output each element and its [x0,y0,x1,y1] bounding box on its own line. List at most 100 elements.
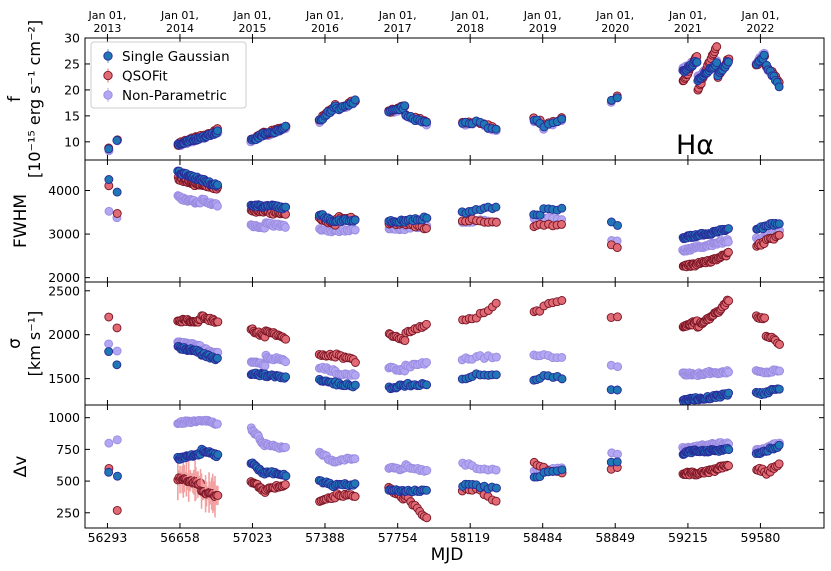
data-point [724,461,733,471]
y-tick-label: 10 [64,134,80,149]
legend[interactable]: Single Gaussian QSOFit Non-Parametric [90,41,247,109]
data-point [350,454,360,464]
series-non-parametric [104,415,784,476]
data-point [774,440,784,450]
data-point [280,480,290,490]
data-point [723,237,733,247]
x-tick-label: 58119 [450,530,490,545]
top-tick-label-line1: Jan 01, [595,9,634,22]
data-point [724,445,734,455]
data-point [612,93,622,103]
data-point [557,219,566,229]
data-point [350,358,360,367]
legend-entry[interactable]: QSOFit [103,68,168,85]
data-point [112,346,122,356]
legend-label: QSOFit [122,69,168,85]
data-point [281,334,291,344]
data-point [350,95,360,105]
y-axis-unit-label: [10⁻¹⁵ erg s⁻¹ cm⁻²] [25,20,44,178]
legend-entry[interactable]: Single Gaussian [103,49,230,65]
data-point [613,362,623,372]
data-point [613,220,623,230]
data-point [104,339,114,349]
data-point [774,384,784,394]
top-tick-label-line2: 2014 [166,22,194,35]
data-points [104,166,785,272]
top-tick-label-line2: 2015 [238,22,266,35]
data-point [724,296,734,306]
panel-flux: 10 15 20 25 30 f [10⁻¹⁵ erg s⁻¹ cm⁻²] Hα [5,20,825,178]
y-axis-unit-label: [km s⁻¹] [25,311,44,377]
data-point [557,374,567,384]
data-point [557,114,567,124]
data-point [112,505,122,515]
y-tick-label: 750 [56,442,80,457]
data-point [350,370,360,380]
top-tick-label-line2: 2020 [601,22,629,35]
data-point [422,117,432,127]
series-single-gaussian [104,341,784,405]
data-point [112,435,122,445]
top-tick-label-line2: 2017 [384,22,412,35]
panel-sigma: 1500 2000 2500 σ [km s⁻¹] [5,281,825,406]
y-tick-label: 30 [64,31,80,46]
data-point [213,126,223,136]
data-point [104,347,114,357]
data-point [400,101,410,111]
y-axis-label: Δv [11,456,31,478]
data-point [491,202,501,212]
y-tick-label: 15 [64,108,80,123]
data-point [112,136,122,145]
x-tick-label: 57023 [233,530,273,545]
data-point [422,466,432,475]
data-point [422,513,432,523]
data-point [212,201,222,211]
data-point [422,213,432,223]
legend-entry[interactable]: Non-Parametric [103,88,227,104]
data-point [112,209,122,218]
data-point [421,223,431,233]
top-tick-label-line2: 2021 [674,22,702,35]
data-point [350,225,360,235]
top-tick-label-line1: Jan 01, [305,9,344,22]
data-point [104,312,114,322]
data-point [492,483,501,493]
data-point [557,465,567,475]
top-tick-label-line2: 2016 [311,22,339,35]
y-tick-label: 2000 [48,270,80,285]
data-point [775,340,784,349]
data-point [104,467,114,477]
top-tick-label-line1: Jan 01, [378,9,417,22]
y-axis-label: FWHM [11,194,31,248]
top-tick-label-line2: 2019 [529,22,557,35]
legend-label: Single Gaussian [122,49,230,65]
data-point [557,353,567,362]
y-axis-label: σ [5,338,25,349]
data-point [724,247,733,257]
top-tick-label-line1: Jan 01, [160,9,199,22]
x-tick-label: 59215 [668,530,708,545]
series-single-gaussian [104,166,784,244]
x-tick-label: 59580 [741,530,781,545]
panel-dv: 250 500 750 1000 Δv [11,404,825,529]
data-point [350,215,360,225]
data-point [422,357,432,367]
series-single-gaussian [104,50,784,154]
x-axis-label: MJD [431,545,464,565]
data-point [613,449,622,459]
data-point [724,388,734,398]
data-point [612,385,622,395]
data-point [104,175,114,184]
data-point [213,317,223,327]
y-tick-label: 2000 [48,327,80,342]
data-point [212,353,222,363]
data-point [350,479,360,489]
data-point [774,230,784,240]
data-point [613,312,622,322]
data-point [113,471,122,481]
data-point [557,203,567,213]
y-tick-label: 500 [56,474,80,489]
data-point [281,372,291,382]
data-point [491,352,501,362]
